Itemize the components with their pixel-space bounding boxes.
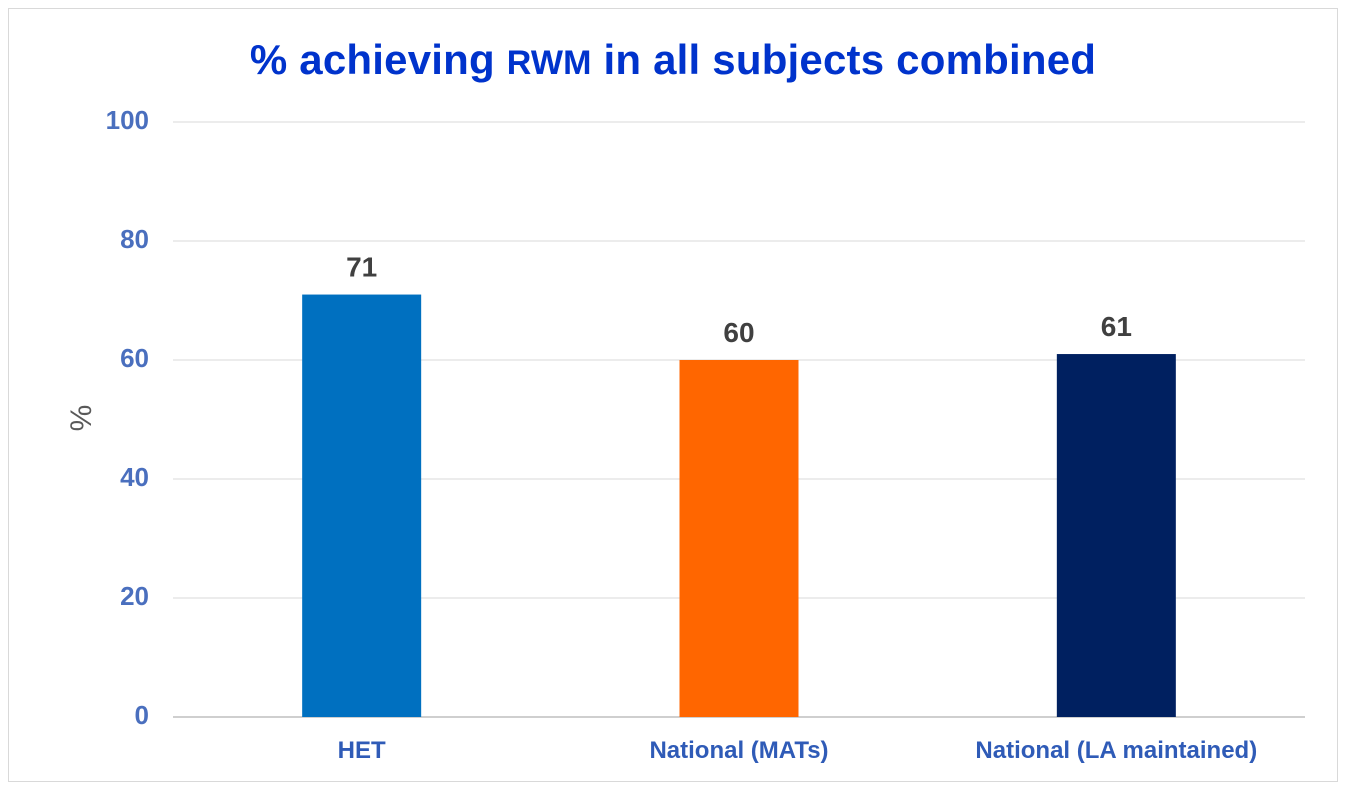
y-tick-label: 80: [120, 224, 149, 254]
bar: [1056, 354, 1176, 717]
title-suffix: in all subjects combined: [591, 36, 1097, 83]
x-tick-label: National (LA maintained): [975, 737, 1257, 764]
title-rwm: RWM: [506, 44, 592, 82]
x-tick-label: HET: [338, 737, 386, 764]
data-label: 71: [346, 252, 377, 283]
y-tick-label: 0: [135, 700, 149, 730]
title-prefix: % achieving: [249, 36, 507, 83]
y-tick-label: 40: [120, 462, 149, 492]
bars: [302, 294, 1176, 717]
x-tick-label: National (MATs): [649, 737, 828, 764]
data-label: 61: [1101, 311, 1132, 342]
bar: [679, 360, 799, 717]
y-tick-label: 100: [106, 105, 149, 135]
chart-title: % achieving RWM in all subjects combined: [0, 36, 1346, 84]
y-tick-labels: 0 20 40 60 80 100: [106, 105, 149, 730]
y-axis-label: %: [65, 405, 98, 432]
data-label: 60: [723, 317, 754, 348]
data-labels: 71 60 61: [346, 252, 1132, 348]
y-tick-label: 60: [120, 343, 149, 373]
bar: [302, 294, 422, 717]
y-tick-label: 20: [120, 581, 149, 611]
x-tick-labels: HET National (MATs) National (LA maintaine…: [338, 737, 1258, 764]
